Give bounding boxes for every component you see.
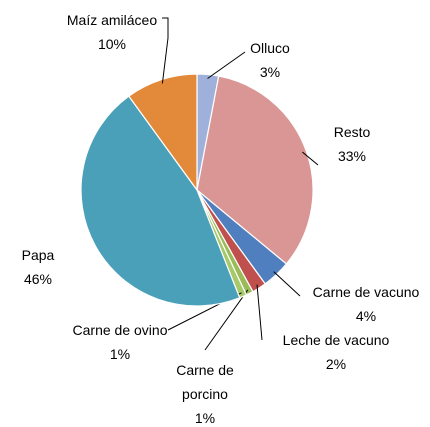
slice-value: 33%: [337, 148, 367, 164]
pie-slice: [196, 75, 314, 265]
leader-line: [207, 51, 246, 79]
slice-label: Papa 46%: [22, 243, 55, 291]
slice-name: Resto: [333, 124, 371, 140]
slice-label: Leche de vacuno 2%: [283, 328, 390, 376]
leader-line: [256, 284, 263, 341]
slice-label: Maíz amiláceo 10%: [67, 8, 157, 56]
leader-line: [204, 289, 249, 351]
slice-value: 10%: [97, 36, 127, 52]
slice-value: 3%: [259, 64, 281, 80]
slice-name: Carne de porcino: [176, 362, 234, 402]
slice-label: Resto 33%: [334, 120, 371, 168]
slice-value: 4%: [355, 308, 377, 324]
slice-value: 1%: [194, 410, 216, 426]
slice-name: Papa: [21, 247, 55, 263]
slice-name: Leche de vacuno: [282, 332, 390, 348]
pie-slice: [80, 95, 241, 307]
slice-name: Carne de ovino: [72, 322, 168, 338]
slice-label: Carne de porcino 1%: [165, 358, 245, 427]
leader-line: [273, 271, 301, 297]
slice-name: Carne de vacuno: [312, 284, 420, 300]
leader-line: [302, 151, 319, 166]
slice-name: Olluco: [250, 40, 290, 56]
slice-label: Carne de ovino 1%: [73, 318, 168, 366]
slice-value: 46%: [23, 271, 53, 287]
slice-name: Maíz amiláceo: [66, 12, 158, 28]
slice-value: 1%: [109, 346, 131, 362]
pie-slice: [127, 73, 198, 192]
slice-label: Olluco 3%: [250, 36, 290, 84]
slice-label: Carne de vacuno 4%: [313, 280, 420, 328]
leader-line: [161, 17, 169, 84]
slice-value: 2%: [325, 356, 347, 372]
